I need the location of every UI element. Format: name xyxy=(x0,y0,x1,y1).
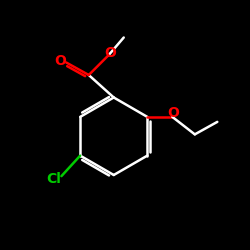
Text: O: O xyxy=(104,46,116,60)
Text: O: O xyxy=(168,106,179,120)
Text: O: O xyxy=(54,54,66,68)
Text: Cl: Cl xyxy=(46,172,62,186)
